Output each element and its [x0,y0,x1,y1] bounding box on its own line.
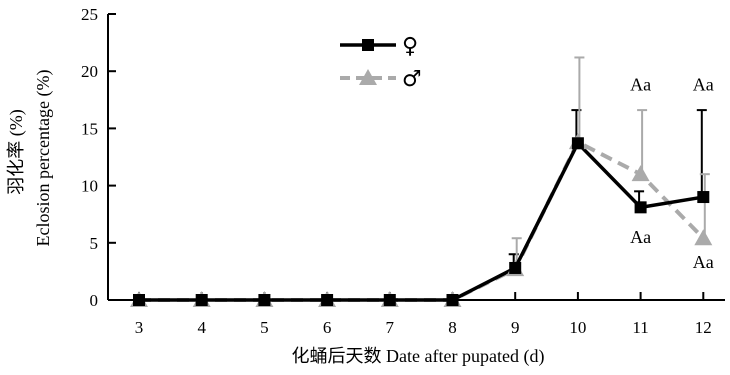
data-point-female [571,137,584,150]
series-line-female [139,140,704,302]
significance-label: Aa [693,75,714,95]
x-axis-title: 化蛹后天数 Date after pupated (d) [292,346,545,367]
x-tick-label: 6 [323,318,332,337]
data-point-female [634,201,647,214]
data-point-female [697,191,710,204]
y-tick-label: 5 [90,234,99,253]
data-point-female [446,294,459,306]
legend: ♀♂ [340,34,422,92]
x-tick-label: 5 [260,318,269,337]
y-tick-label: 25 [81,5,98,24]
x-tick-label: 9 [511,318,520,337]
data-point-female [133,294,145,306]
significance-label: Aa [693,252,714,272]
legend-marker-male [359,69,377,85]
data-point-male [631,165,650,182]
y-tick-label: 0 [90,291,99,310]
y-axis-title-english: Eclosion percentage (%) [33,70,54,247]
y-tick-label: 20 [81,62,98,81]
data-point-male [694,229,713,246]
legend-label-male: ♂ [402,67,422,92]
x-tick-label: 4 [197,318,206,337]
x-tick-label: 8 [448,318,457,337]
data-point-female [509,261,522,274]
x-tick-label: 7 [386,318,395,337]
y-tick-label: 15 [81,119,98,138]
data-point-female [383,294,396,306]
y-tick-label: 10 [81,177,98,196]
y-axis-title-group: 羽化率 (%) Eclosion percentage (%) [6,70,54,247]
significance-label: Aa [630,227,651,247]
data-point-female [195,294,208,306]
series-line-male [139,139,705,302]
data-point-female [321,294,334,306]
significance-label: Aa [630,75,651,95]
legend-label-female: ♀ [402,34,418,59]
data-point-female [258,294,271,306]
x-tick-label: 3 [135,318,144,337]
x-tick-label: 11 [632,318,648,337]
plot-area: 0 5 10 15 20 25 3 4 5 6 7 8 9 10 11 12 Aa Aa Aa Aa [81,5,725,337]
y-axis-title-chinese: 羽化率 (%) [6,109,27,194]
x-tick-label: 10 [569,318,586,337]
legend-marker-female [362,39,374,51]
x-tick-label: 12 [695,318,712,337]
